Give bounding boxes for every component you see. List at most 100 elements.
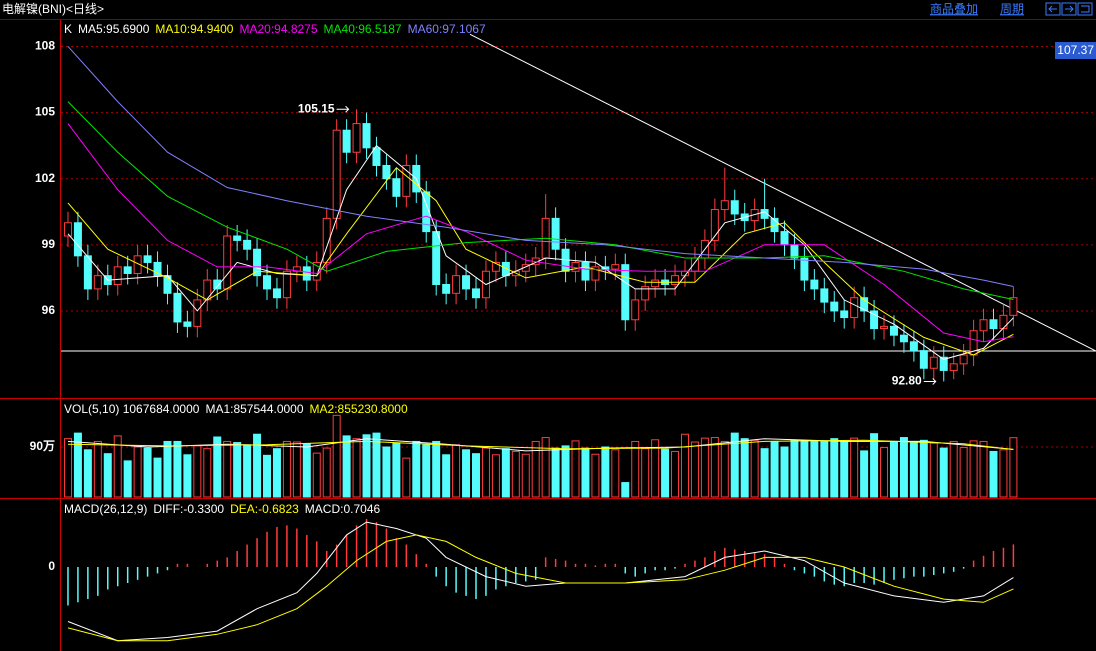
candle-body	[302, 266, 311, 281]
bar	[63, 438, 72, 498]
candle-body	[233, 235, 242, 241]
bar	[531, 440, 540, 498]
bar	[551, 447, 560, 498]
candle-body	[671, 275, 680, 285]
bar	[193, 445, 202, 498]
bar	[332, 414, 341, 498]
candle-body	[850, 297, 859, 319]
bar	[680, 433, 689, 498]
candle-body	[402, 164, 411, 197]
candle-body	[203, 279, 212, 301]
line	[67, 439, 1014, 450]
candle-body	[332, 129, 341, 219]
nav-icons[interactable]	[1045, 2, 1093, 16]
y-tick-label: 96	[42, 303, 56, 317]
bar	[750, 439, 759, 498]
bar	[571, 440, 580, 498]
candle-body	[342, 129, 351, 153]
candle-body	[93, 275, 102, 290]
candle-body	[820, 288, 829, 303]
candle-body	[452, 275, 461, 294]
candle-body	[919, 350, 928, 369]
link[interactable]: 周期	[1000, 2, 1024, 16]
bar	[949, 440, 958, 498]
bar	[1009, 437, 1018, 498]
bar	[103, 453, 112, 498]
line	[67, 123, 1014, 343]
bar	[213, 436, 222, 498]
candle-body	[263, 275, 272, 290]
bar	[302, 443, 311, 498]
candle-body	[690, 257, 699, 272]
bar	[919, 439, 928, 498]
bar	[243, 444, 252, 498]
price-tag	[1055, 42, 1096, 59]
bar	[422, 444, 431, 498]
legend-entry: MA1:857544.0000	[205, 402, 303, 416]
bar	[272, 448, 281, 498]
link[interactable]: 商品叠加	[930, 1, 978, 16]
bar	[840, 440, 849, 498]
annotation-arrow	[923, 378, 937, 385]
bar	[352, 438, 361, 498]
bar	[73, 432, 82, 498]
line	[67, 438, 1014, 452]
bar	[909, 440, 918, 498]
candle-body	[1009, 297, 1018, 316]
bar	[292, 441, 301, 498]
bar	[312, 452, 321, 498]
legend-entry: MA10:94.9400	[155, 22, 233, 36]
bar	[93, 440, 102, 498]
bar	[730, 432, 739, 498]
bar	[83, 449, 92, 498]
candle-body	[909, 341, 918, 352]
legend-entry: DIFF:-0.3300	[153, 502, 224, 516]
candle-body	[83, 255, 92, 290]
candle-body	[183, 321, 192, 327]
candle-body	[899, 334, 908, 343]
bar	[253, 433, 262, 498]
candle-body	[939, 356, 948, 371]
candle-body	[123, 266, 132, 274]
bar	[452, 444, 461, 498]
bar	[282, 440, 291, 498]
candle-body	[989, 319, 998, 330]
candle-body	[730, 200, 739, 215]
bar	[631, 440, 640, 498]
y-tick-label: 102	[35, 171, 55, 185]
bar	[889, 440, 898, 498]
candle-body	[442, 283, 451, 294]
bar	[979, 440, 988, 498]
bar	[621, 482, 630, 498]
bar	[372, 432, 381, 498]
bar	[770, 440, 779, 498]
candle-body	[63, 222, 72, 237]
bar	[641, 448, 650, 498]
legend-entry: DEA:-0.6823	[230, 502, 299, 516]
y-tick-label: 0	[48, 559, 55, 573]
legend-entry: MA5:95.6900	[78, 22, 150, 36]
candle-body	[462, 275, 471, 290]
bar	[511, 450, 520, 498]
bar	[113, 435, 122, 498]
bar	[412, 440, 421, 498]
annotation: 105.15	[298, 101, 335, 115]
bar	[651, 439, 660, 498]
bar	[870, 433, 879, 498]
bar	[700, 437, 709, 498]
candle-body	[840, 310, 849, 319]
legend-title: K	[64, 22, 72, 36]
bar	[342, 435, 351, 498]
bar	[611, 449, 620, 498]
legend-title: VOL(5,10) 1067684.0000	[64, 402, 200, 416]
candle-body	[641, 286, 650, 301]
candle-body	[73, 222, 82, 257]
candle-body	[352, 123, 361, 153]
bar	[462, 449, 471, 498]
bar	[740, 438, 749, 498]
price-tag-label: 107.37	[1057, 43, 1094, 57]
candle-body	[382, 164, 391, 180]
line	[67, 166, 1014, 356]
bar	[521, 453, 530, 498]
bar	[442, 454, 451, 498]
